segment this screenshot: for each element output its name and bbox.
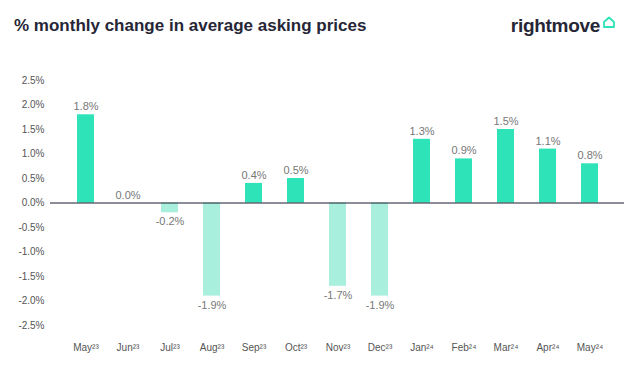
html-text:% monthly change in average as: % monthly change in average asking price… [14, 16, 367, 35]
svg-text:-1.9%: -1.9% [366, 299, 395, 311]
svg-text:Aug²³: Aug²³ [200, 342, 225, 353]
svg-text:1.5%: 1.5% [22, 124, 45, 135]
svg-text:-1.0%: -1.0% [18, 246, 44, 257]
svg-text:2.0%: 2.0% [22, 99, 45, 110]
svg-text:1.5%: 1.5% [493, 115, 518, 127]
svg-text:-2.0%: -2.0% [18, 295, 44, 306]
svg-text:-2.5%: -2.5% [18, 320, 44, 331]
svg-text:May²⁴: May²⁴ [577, 342, 604, 353]
svg-text:Sep²³: Sep²³ [242, 342, 267, 353]
svg-text:Feb²⁴: Feb²⁴ [452, 342, 477, 353]
html-text:rightmove: rightmove [510, 15, 600, 36]
svg-text:0.8%: 0.8% [577, 149, 602, 161]
svg-text:0.5%: 0.5% [22, 173, 45, 184]
svg-text:Mar²⁴: Mar²⁴ [494, 342, 519, 353]
svg-text:Nov²³: Nov²³ [326, 342, 351, 353]
svg-text:May²³: May²³ [73, 342, 99, 353]
svg-text:Jul²³: Jul²³ [160, 342, 180, 353]
svg-text:-1.7%: -1.7% [324, 289, 353, 301]
svg-text:Jun²³: Jun²³ [117, 342, 140, 353]
svg-text:0.0%: 0.0% [115, 189, 140, 201]
svg-text:1.8%: 1.8% [73, 100, 98, 112]
svg-text:2.5%: 2.5% [22, 75, 45, 86]
svg-text:-0.5%: -0.5% [18, 222, 44, 233]
svg-text:Oct²³: Oct²³ [285, 342, 308, 353]
svg-text:Jan²⁴: Jan²⁴ [410, 342, 434, 353]
svg-text:0.5%: 0.5% [283, 164, 308, 176]
svg-text:1.1%: 1.1% [535, 135, 560, 147]
svg-text:-1.5%: -1.5% [18, 271, 44, 282]
svg-text:0.4%: 0.4% [241, 169, 266, 181]
svg-text:Dec²³: Dec²³ [368, 342, 393, 353]
svg-text:1.3%: 1.3% [409, 125, 434, 137]
svg-text:0.0%: 0.0% [22, 197, 45, 208]
svg-text:0.9%: 0.9% [451, 144, 476, 156]
svg-text:-0.2%: -0.2% [156, 215, 185, 227]
svg-text:Apr²⁴: Apr²⁴ [536, 342, 559, 353]
svg-text:-1.9%: -1.9% [198, 299, 227, 311]
svg-text:1.0%: 1.0% [22, 148, 45, 159]
